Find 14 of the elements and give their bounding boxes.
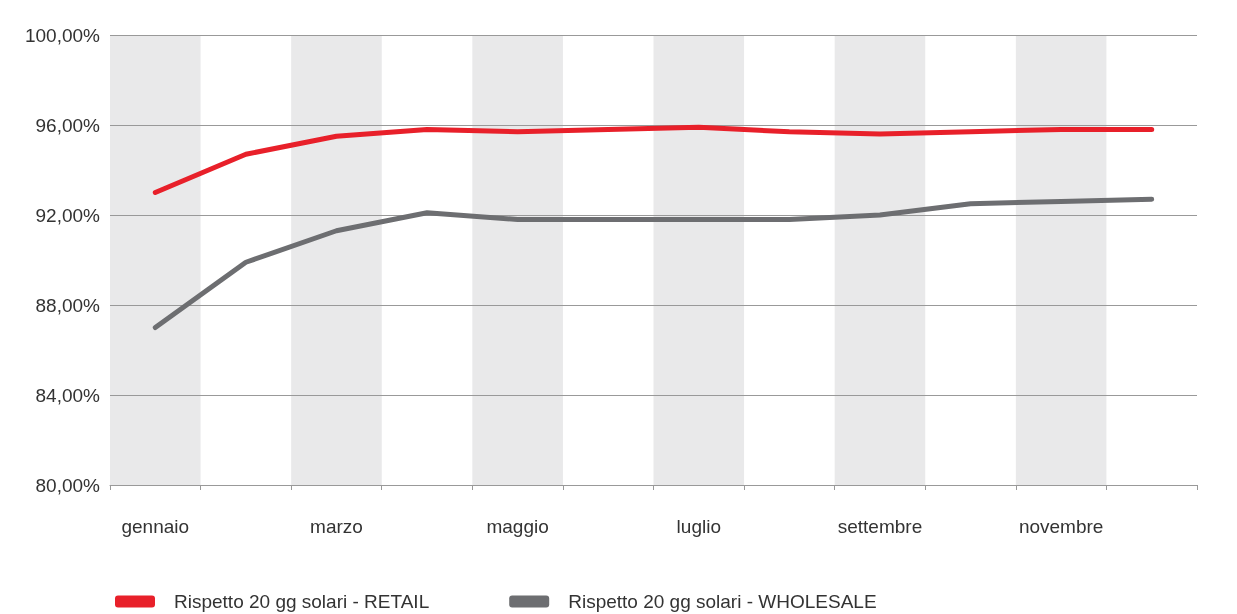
- legend-label: Rispetto 20 gg solari - WHOLESALE: [568, 591, 877, 612]
- y-tick-label: 92,00%: [35, 204, 101, 226]
- x-tick-label: maggio: [486, 516, 549, 537]
- x-tick-label: marzo: [310, 516, 363, 537]
- x-tick-label: settembre: [837, 516, 923, 537]
- x-tick-label: novembre: [1018, 516, 1104, 537]
- y-tick-label: 96,00%: [35, 114, 101, 136]
- x-tick-label: luglio: [676, 516, 721, 537]
- y-tick-label: 100,00%: [24, 24, 101, 46]
- legend-label: Rispetto 20 gg solari - RETAIL: [174, 591, 430, 612]
- y-tick-label: 84,00%: [35, 384, 101, 406]
- x-tick-label: gennaio: [121, 516, 190, 537]
- y-tick-label: 88,00%: [35, 294, 101, 316]
- y-tick-label: 80,00%: [35, 474, 101, 496]
